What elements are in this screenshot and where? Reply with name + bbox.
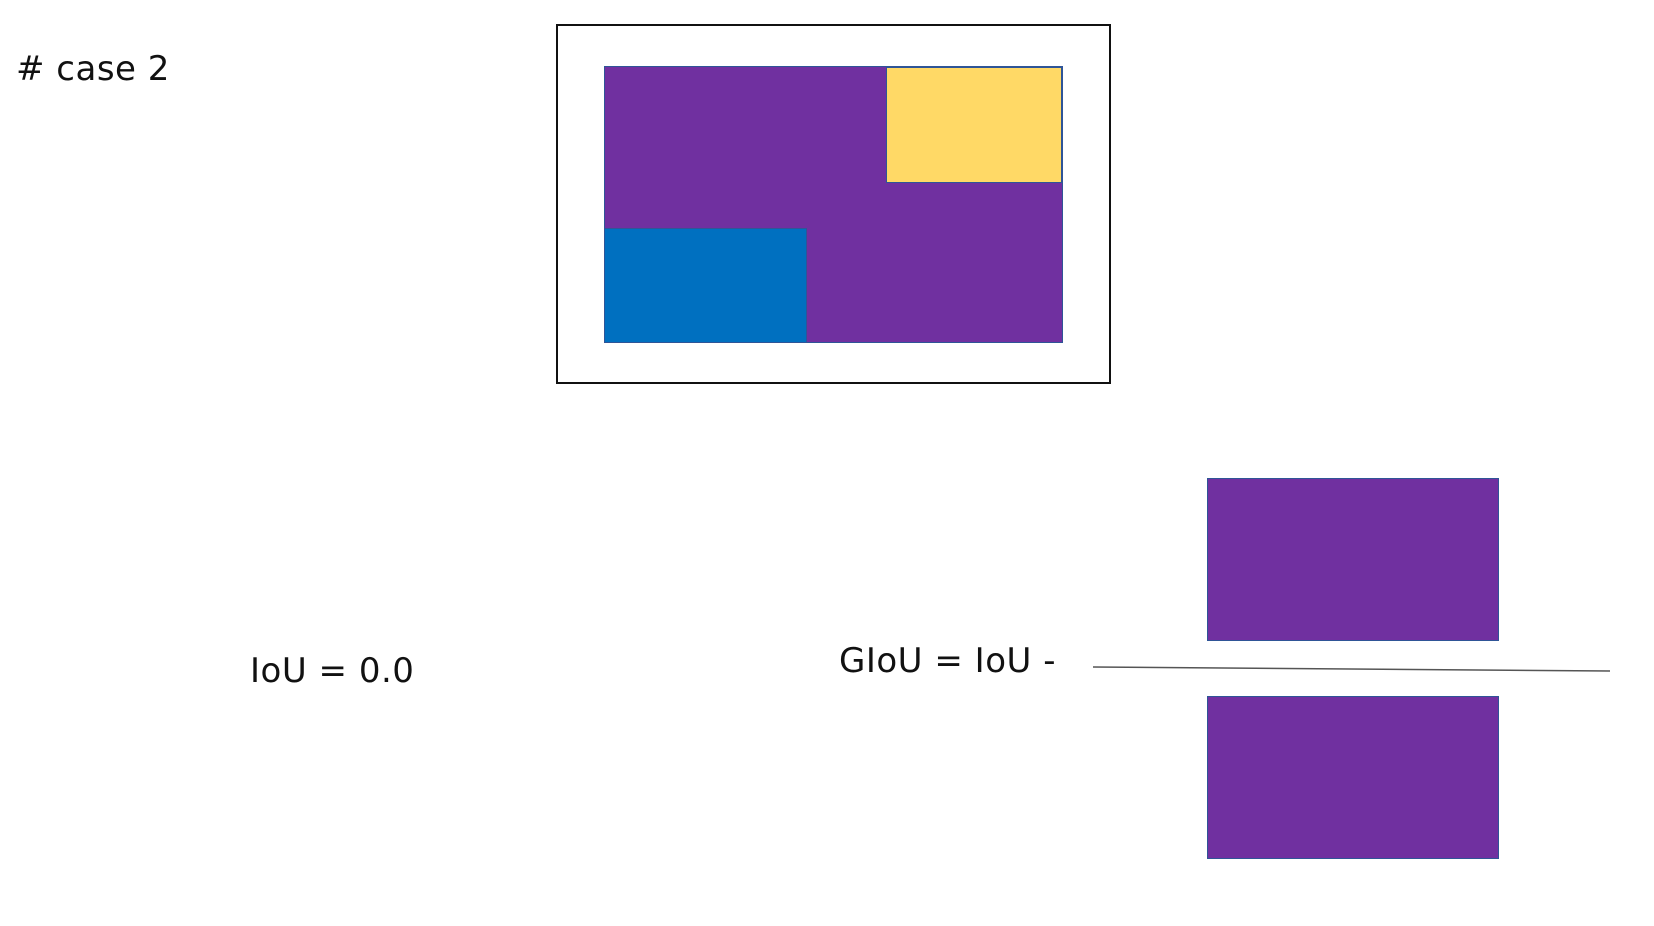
fraction-bar xyxy=(1093,667,1610,671)
blue-bounding-box xyxy=(605,228,807,342)
iou-formula: IoU = 0.0 xyxy=(250,654,414,688)
case-title: # case 2 xyxy=(16,52,170,86)
yellow-bounding-box xyxy=(886,67,1062,183)
giou-formula: GIoU = IoU - xyxy=(839,644,1056,678)
denominator-rect xyxy=(1207,696,1499,859)
numerator-rect xyxy=(1207,478,1499,641)
